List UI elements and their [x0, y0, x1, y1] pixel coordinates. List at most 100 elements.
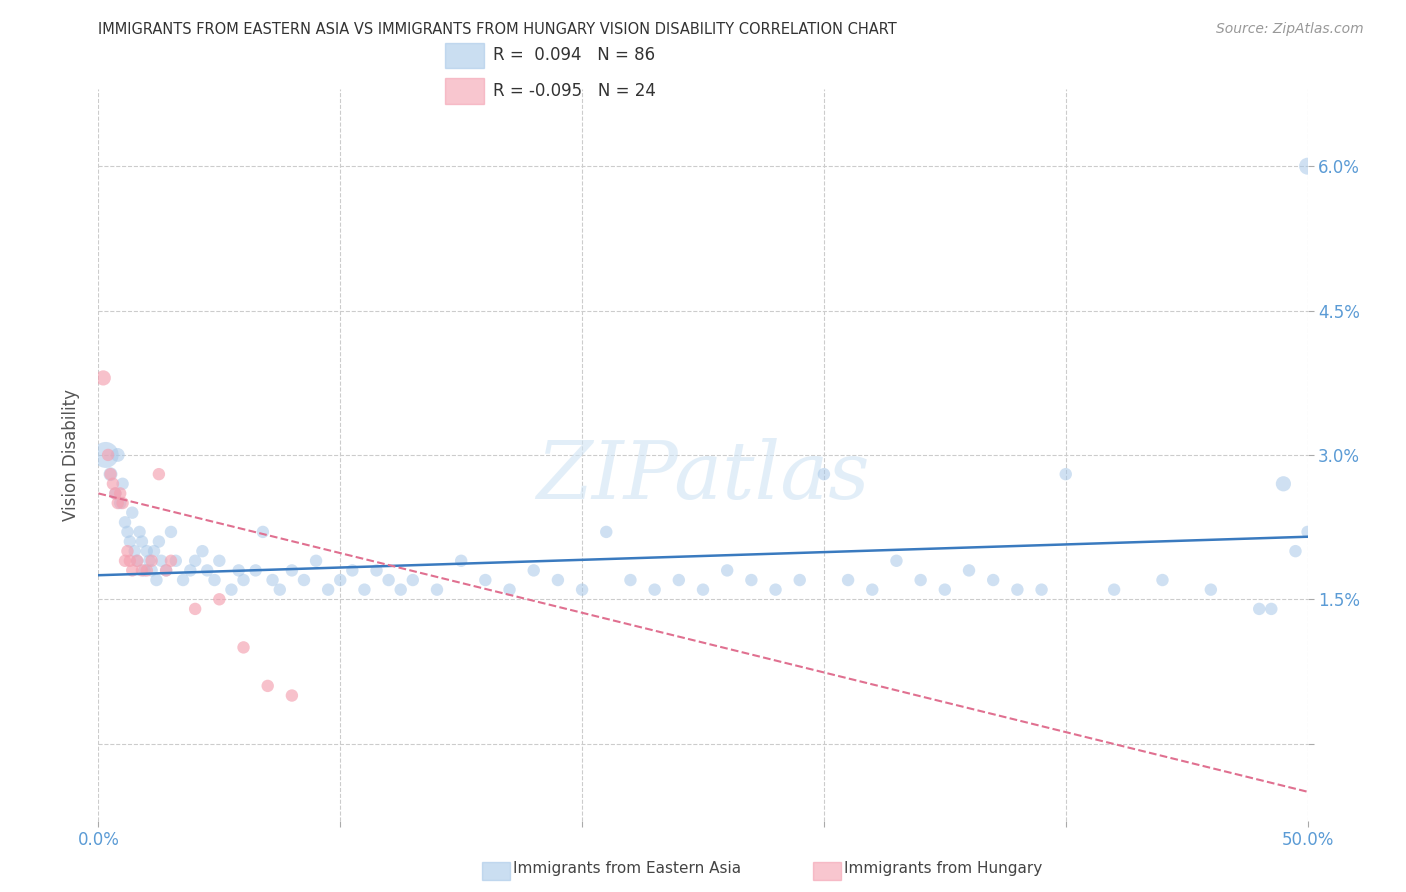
Point — [1272, 476, 1295, 491]
Point — [450, 554, 472, 568]
Point — [668, 573, 690, 587]
Point — [114, 516, 136, 530]
Point — [127, 554, 149, 568]
Point — [121, 506, 143, 520]
Point — [402, 573, 425, 587]
Point — [114, 554, 136, 568]
Point — [111, 496, 134, 510]
Point — [765, 582, 787, 597]
Point — [262, 573, 284, 587]
Point — [644, 582, 666, 597]
Text: ZIPatlas: ZIPatlas — [536, 438, 870, 516]
Point — [121, 563, 143, 577]
Point — [934, 582, 956, 597]
Point — [1249, 602, 1271, 616]
Point — [1260, 602, 1282, 616]
Point — [155, 563, 177, 577]
Point — [100, 467, 122, 482]
Point — [692, 582, 714, 597]
Text: R = -0.095   N = 24: R = -0.095 N = 24 — [494, 82, 657, 100]
Point — [124, 544, 146, 558]
Point — [619, 573, 641, 587]
Point — [131, 534, 153, 549]
Point — [377, 573, 399, 587]
Point — [1284, 544, 1306, 558]
Point — [860, 582, 883, 597]
Point — [184, 554, 207, 568]
Point — [160, 554, 183, 568]
Point — [107, 448, 129, 462]
Point — [547, 573, 569, 587]
Point — [281, 689, 304, 703]
Point — [184, 602, 207, 616]
Point — [179, 563, 201, 577]
Point — [155, 563, 177, 577]
Point — [252, 524, 274, 539]
Point — [523, 563, 546, 577]
Point — [127, 554, 149, 568]
Point — [195, 563, 218, 577]
Point — [281, 563, 304, 577]
Point — [128, 524, 150, 539]
Bar — [444, 43, 484, 69]
Point — [148, 534, 170, 549]
Point — [97, 448, 120, 462]
Point — [886, 554, 908, 568]
Point — [135, 544, 157, 558]
Point — [716, 563, 738, 577]
Point — [232, 573, 254, 587]
Point — [117, 544, 139, 558]
Point — [1199, 582, 1222, 597]
Point — [172, 573, 194, 587]
Point — [366, 563, 388, 577]
Point — [232, 640, 254, 655]
Point — [118, 534, 141, 549]
Point — [104, 486, 127, 500]
Point — [981, 573, 1004, 587]
Point — [474, 573, 496, 587]
Point — [117, 524, 139, 539]
Point — [837, 573, 859, 587]
Point — [1152, 573, 1174, 587]
Y-axis label: Vision Disability: Vision Disability — [62, 389, 80, 521]
Point — [426, 582, 449, 597]
Point — [150, 554, 173, 568]
Text: R =  0.094   N = 86: R = 0.094 N = 86 — [494, 46, 655, 64]
Point — [108, 486, 131, 500]
Point — [221, 582, 243, 597]
Point — [329, 573, 352, 587]
Point — [208, 592, 231, 607]
Point — [131, 563, 153, 577]
Point — [353, 582, 375, 597]
Point — [910, 573, 932, 587]
Point — [342, 563, 364, 577]
Point — [204, 573, 226, 587]
Point — [145, 573, 167, 587]
Point — [141, 554, 163, 568]
Point — [104, 486, 127, 500]
Point — [208, 554, 231, 568]
Point — [101, 476, 124, 491]
Point — [245, 563, 267, 577]
Text: Source: ZipAtlas.com: Source: ZipAtlas.com — [1216, 22, 1364, 37]
Point — [256, 679, 278, 693]
Bar — [444, 78, 484, 104]
Point — [789, 573, 811, 587]
Point — [1031, 582, 1053, 597]
Point — [107, 496, 129, 510]
Point — [118, 554, 141, 568]
Point — [1007, 582, 1029, 597]
Point — [165, 554, 187, 568]
Point — [292, 573, 315, 587]
Point — [1296, 524, 1319, 539]
Point — [498, 582, 520, 597]
Point — [269, 582, 291, 597]
Text: Immigrants from Hungary: Immigrants from Hungary — [844, 862, 1042, 876]
Point — [141, 563, 163, 577]
Point — [108, 496, 131, 510]
Point — [813, 467, 835, 482]
Point — [138, 554, 160, 568]
Point — [1102, 582, 1125, 597]
Point — [100, 467, 122, 482]
Text: Immigrants from Eastern Asia: Immigrants from Eastern Asia — [513, 862, 741, 876]
